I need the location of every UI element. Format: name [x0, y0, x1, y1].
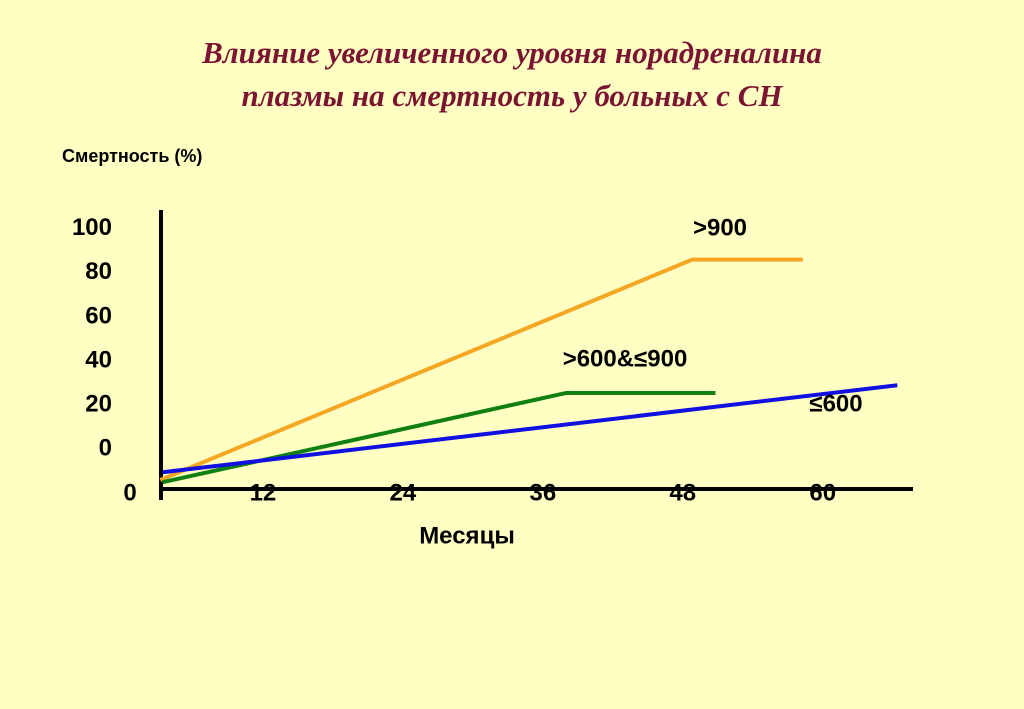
chart-title: плазмы на смертность у больных с СН — [241, 78, 783, 113]
x-tick-label: 60 — [809, 479, 836, 506]
y-tick-label: 100 — [72, 214, 112, 241]
y-tick-label: 40 — [85, 346, 112, 373]
x-tick-label: 48 — [669, 479, 696, 506]
series-label: >600&≤900 — [563, 345, 688, 372]
y-tick-label: 60 — [85, 302, 112, 329]
x-axis-title: Месяцы — [419, 522, 515, 549]
y-tick-label: 80 — [85, 258, 112, 285]
y-axis-title: Смертность (%) — [62, 146, 202, 166]
y-tick-label: 20 — [85, 390, 112, 417]
x-tick-label: 0 — [123, 479, 136, 506]
x-tick-label: 36 — [529, 479, 556, 506]
series-line — [159, 257, 803, 482]
chart-title: Влияние увеличенного уровня норадреналин… — [201, 35, 822, 70]
series-line — [162, 390, 716, 485]
series-line — [162, 383, 898, 475]
series-label: ≤600 — [809, 390, 862, 417]
series-label: >900 — [693, 214, 747, 241]
x-tick-label: 24 — [390, 479, 417, 506]
x-tick-label: 12 — [250, 479, 277, 506]
y-tick-label: 0 — [99, 434, 112, 461]
